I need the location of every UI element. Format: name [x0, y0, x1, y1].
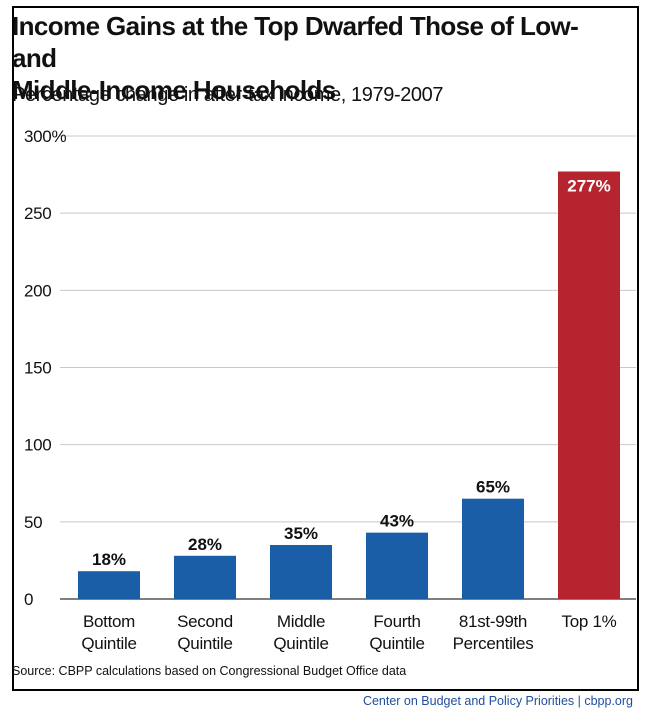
- bar: [366, 532, 428, 599]
- y-tick-label: 50: [24, 513, 42, 532]
- x-tick-label: Middle: [277, 612, 325, 631]
- y-tick-label: 100: [24, 436, 51, 455]
- bar: [270, 544, 332, 599]
- chart-subtitle: Percentage change in after-tax income, 1…: [12, 84, 444, 106]
- x-tick-label: Quintile: [81, 634, 136, 653]
- x-tick-label: Quintile: [369, 634, 424, 653]
- data-label: 28%: [188, 535, 222, 554]
- y-tick-label: 0: [24, 590, 33, 609]
- data-label: 35%: [284, 524, 318, 543]
- x-tick-label: Percentiles: [453, 634, 534, 653]
- x-tick-label: Bottom: [83, 612, 135, 631]
- data-label: 65%: [476, 478, 510, 497]
- x-tick-label: Quintile: [273, 634, 328, 653]
- chart-title-line2: Middle-Income Households: [12, 75, 336, 105]
- x-tick-label: Top 1%: [562, 612, 617, 631]
- chart-title-line1: Income Gains at the Top Dwarfed Those of…: [12, 11, 579, 73]
- source-note: Source: CBPP calculations based on Congr…: [12, 664, 407, 678]
- x-tick-label: 81st-99th: [459, 612, 527, 631]
- bar: [78, 571, 140, 599]
- data-label: 18%: [92, 550, 126, 569]
- credit-line: Center on Budget and Policy Priorities |…: [362, 694, 633, 708]
- x-tick-label: Second: [177, 612, 233, 631]
- chart-title: Income Gains at the Top Dwarfed Those of…: [12, 10, 612, 106]
- x-tick-label: Quintile: [177, 634, 232, 653]
- data-label: 277%: [567, 176, 610, 195]
- y-tick-label: 200: [24, 281, 51, 300]
- bar: [174, 555, 236, 599]
- bar: [462, 498, 524, 599]
- y-tick-label: 250: [24, 204, 51, 223]
- bar: [558, 171, 620, 599]
- y-tick-label: 300%: [24, 127, 66, 146]
- data-label: 43%: [380, 512, 414, 531]
- y-tick-label: 150: [24, 359, 51, 378]
- x-tick-label: Fourth: [373, 612, 420, 631]
